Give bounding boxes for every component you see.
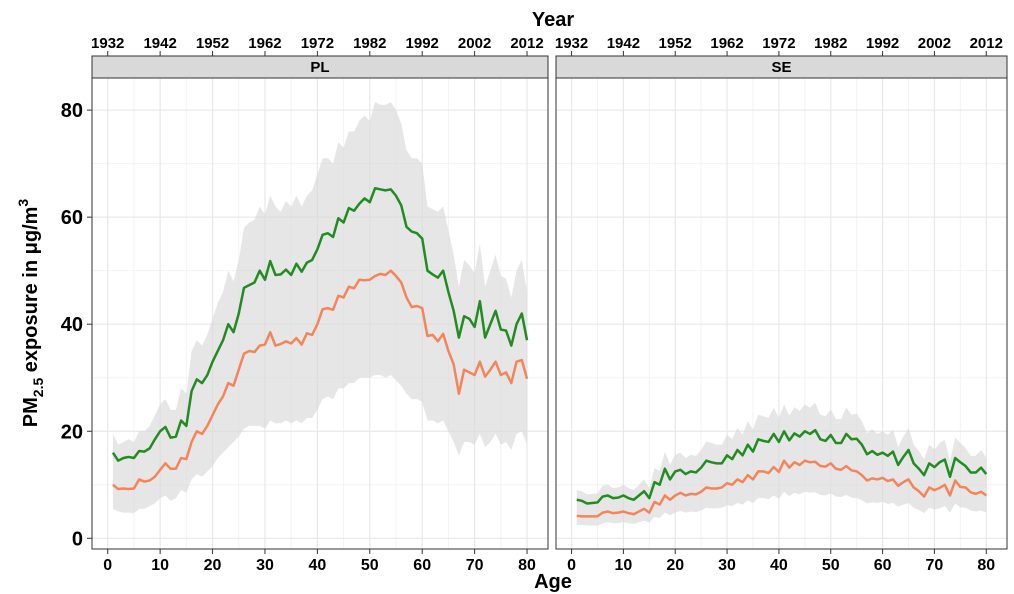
x-tick-label: 60 [874,557,892,574]
confidence-band [112,102,528,514]
y-label-sub: 2.5 [30,378,46,398]
x-tick-label: 20 [666,557,684,574]
x-tick-label: 30 [718,557,736,574]
x2-tick-label: 1952 [196,35,229,52]
x-tick-label: 70 [926,557,944,574]
x-tick-label: 0 [103,557,112,574]
series-line [112,269,529,491]
x2-tick-label: 1932 [91,35,124,52]
strip-label: SE [771,59,791,76]
x-tick-label: 70 [466,557,484,574]
x2-axis-label: Year [532,9,574,31]
x2-tick-label: 1992 [406,35,439,52]
x-tick-label: 40 [770,557,788,574]
x2-tick-label: 1942 [143,35,176,52]
y-tick-label: 20 [61,421,83,443]
x2-tick-label: 1972 [762,35,795,52]
x2-tick-label: 2012 [970,35,1003,52]
series-line [576,459,987,518]
x2-tick-label: 1932 [555,35,588,52]
y-tick-label: 0 [72,528,83,550]
x2-tick-label: 1982 [353,35,386,52]
x2-tick-label: 2002 [458,35,491,52]
y-tick-label: 80 [61,100,83,122]
x-tick-label: 50 [822,557,840,574]
x2-tick-label: 2012 [510,35,543,52]
x-tick-label: 50 [361,557,379,574]
x2-tick-label: 1992 [866,35,899,52]
x-tick-label: 80 [977,557,995,574]
strip-label: PL [310,59,329,76]
strip [555,55,1008,79]
strip [91,55,549,79]
x2-tick-label: 1962 [710,35,743,52]
x2-tick-label: 1982 [814,35,847,52]
x-tick-label: 80 [518,557,536,574]
series-line [576,428,988,505]
x-tick-label: 10 [151,557,169,574]
x2-tick-label: 1962 [248,35,281,52]
y-label-main: PM [20,397,42,427]
y-label-rest: exposure in μg/m [20,207,42,378]
y-label-sup: 3 [15,199,31,207]
x-axis-label: Age [534,571,572,593]
x-tick-label: 30 [256,557,274,574]
y-tick-label: 60 [61,207,83,229]
x-tick-label: 60 [413,557,431,574]
x-tick-label: 20 [204,557,222,574]
x-tick-label: 0 [567,557,576,574]
x2-tick-label: 2002 [918,35,951,52]
y-axis-label: PM2.5 exposure in μg/m3 [15,199,46,428]
x-tick-label: 40 [308,557,326,574]
series-line [111,187,529,462]
x-tick-label: 10 [614,557,632,574]
x2-tick-label: 1952 [659,35,692,52]
x2-tick-label: 1972 [301,35,334,52]
y-tick-label: 40 [61,314,83,336]
x2-tick-label: 1942 [607,35,640,52]
